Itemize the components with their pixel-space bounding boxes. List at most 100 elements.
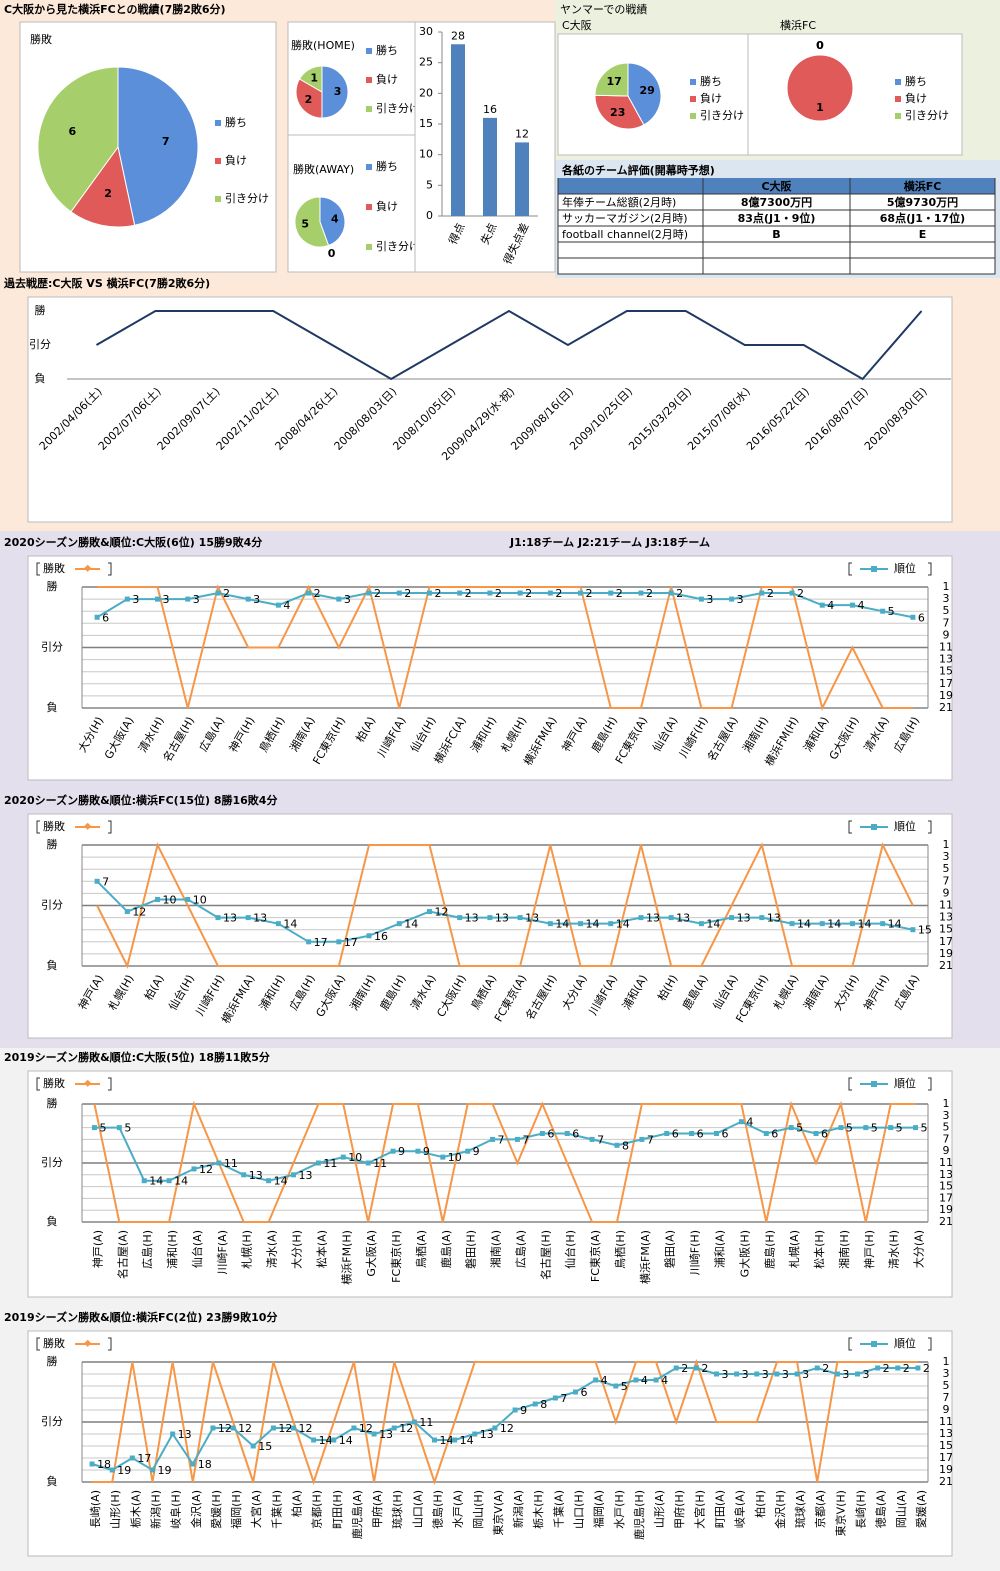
x-tick-label: FC東京(H): [389, 1230, 403, 1283]
data-line: [91, 1366, 918, 1472]
y2-tick-label: 17: [939, 1191, 953, 1204]
data-label: 13: [249, 1169, 263, 1182]
y-tick-label: 25: [419, 56, 433, 69]
x-tick-label: 栃木(A): [128, 1490, 142, 1528]
x-tick-label: 琉球(A): [793, 1490, 807, 1528]
data-label: 3: [163, 593, 170, 606]
data-label: 6: [69, 125, 77, 138]
y2-tick-label: 15: [939, 1439, 953, 1452]
data-point: [141, 1178, 147, 1184]
x-tick-label: 岐阜(H): [170, 1490, 183, 1529]
data-label: 8: [622, 1139, 629, 1152]
data-point: [371, 1431, 377, 1437]
data-point: [813, 1131, 819, 1136]
legend-swatch: [215, 158, 221, 164]
pie-slice: [594, 62, 629, 97]
data-label: 16: [374, 930, 388, 943]
x-tick-label: 磐田(H): [464, 1230, 478, 1269]
x-tick-label: 東京V(H): [833, 1490, 847, 1536]
legend-label: 順位: [894, 561, 916, 575]
chart-title: C大阪: [562, 18, 592, 32]
data-point: [759, 915, 765, 921]
data-label: 6: [821, 1128, 828, 1141]
y2-tick-label: 5: [943, 1121, 950, 1134]
x-tick-label: 長崎(H): [854, 1490, 868, 1529]
y2-tick-label: 1: [943, 580, 950, 593]
table-body: [557, 193, 996, 275]
pie-slice: [117, 66, 199, 226]
x-tick-label: 浦和(H): [166, 1230, 179, 1269]
data-label: 14: [706, 918, 720, 931]
data-point: [150, 1467, 155, 1473]
legend-swatch: [215, 196, 221, 202]
data-label: 4: [827, 599, 834, 612]
data-point: [190, 1461, 196, 1467]
data-point: [589, 1136, 595, 1142]
x-tick-label: 栃木(H): [531, 1490, 545, 1529]
data-point: [275, 921, 281, 927]
heading: ヤンマーでの戦績: [560, 2, 647, 16]
y2-tick-label: 9: [943, 886, 950, 899]
data-point: [245, 596, 251, 602]
legend-label: 勝ち: [225, 115, 247, 129]
legend-bracket: [36, 820, 112, 834]
data-point: [306, 590, 312, 596]
x-tick-label: 仙台(A): [190, 1230, 204, 1268]
data-label: 18: [198, 1458, 212, 1471]
data-point: [230, 1425, 236, 1431]
data-point: [311, 1437, 317, 1443]
data-point: [698, 596, 704, 602]
data-label: 13: [178, 1428, 192, 1441]
x-tick-label: 長崎(A): [88, 1490, 102, 1528]
y2-tick-label: 21: [939, 1475, 953, 1488]
y-tick-label: 引分: [41, 1155, 63, 1169]
data-point: [432, 1437, 437, 1443]
data-point: [396, 590, 402, 596]
data-point: [390, 1148, 396, 1154]
y2-tick-label: 1: [943, 838, 950, 851]
data-point: [573, 1389, 578, 1395]
data-point: [613, 1383, 619, 1389]
data-point: [391, 1425, 397, 1431]
legend-label: 勝敗: [43, 1336, 65, 1350]
x-tick-label: 鹿児島(A): [350, 1490, 364, 1539]
data-line: [97, 584, 913, 711]
chart-title: 勝敗(AWAY): [293, 162, 354, 176]
y2-tick-label: 5: [943, 604, 950, 617]
data-point: [457, 915, 463, 921]
y2-tick-label: 21: [939, 701, 953, 714]
chart-title: 横浜FC: [780, 18, 816, 32]
legend-swatch: [895, 113, 901, 119]
chart-title: 2019シーズン勝敗&順位:C大阪(5位) 18勝11敗5分: [4, 1050, 270, 1064]
data-point: [472, 1431, 478, 1437]
data-point: [910, 614, 916, 620]
x-tick-label: 鹿児島(H): [632, 1490, 646, 1540]
data-label: 6: [918, 611, 925, 624]
data-label: 3: [334, 85, 342, 98]
data-point: [191, 1166, 197, 1172]
y2-tick-label: 9: [943, 628, 950, 641]
x-tick-label: 千葉(A): [551, 1490, 565, 1528]
data-label: 9: [520, 1404, 527, 1417]
legend-swatch: [215, 120, 221, 126]
y2-tick-label: 19: [939, 1203, 953, 1216]
x-tick-label: 町田(A): [714, 1490, 727, 1528]
data-label: 16: [483, 103, 497, 116]
data-label: 4: [641, 1374, 648, 1387]
data-point: [155, 896, 161, 902]
x-tick-label: 甲府(H): [672, 1490, 686, 1529]
bar: [483, 117, 497, 216]
legend-marker: [871, 1341, 877, 1347]
data-label: 12: [359, 1422, 373, 1435]
x-tick-label: 浦和(A): [714, 1230, 727, 1268]
y2-tick-label: 1: [943, 1355, 950, 1368]
y2-tick-label: 7: [943, 1391, 950, 1404]
data-label: 10: [163, 893, 177, 906]
legend-swatch: [366, 244, 372, 250]
data-label: 4: [601, 1374, 608, 1387]
legend-label: 負け: [376, 200, 398, 213]
data-label: 5: [301, 218, 309, 231]
legend-label: 勝敗: [43, 561, 65, 575]
x-tick-label: 柏(H): [753, 1490, 767, 1518]
data-label: 5: [896, 1122, 903, 1135]
